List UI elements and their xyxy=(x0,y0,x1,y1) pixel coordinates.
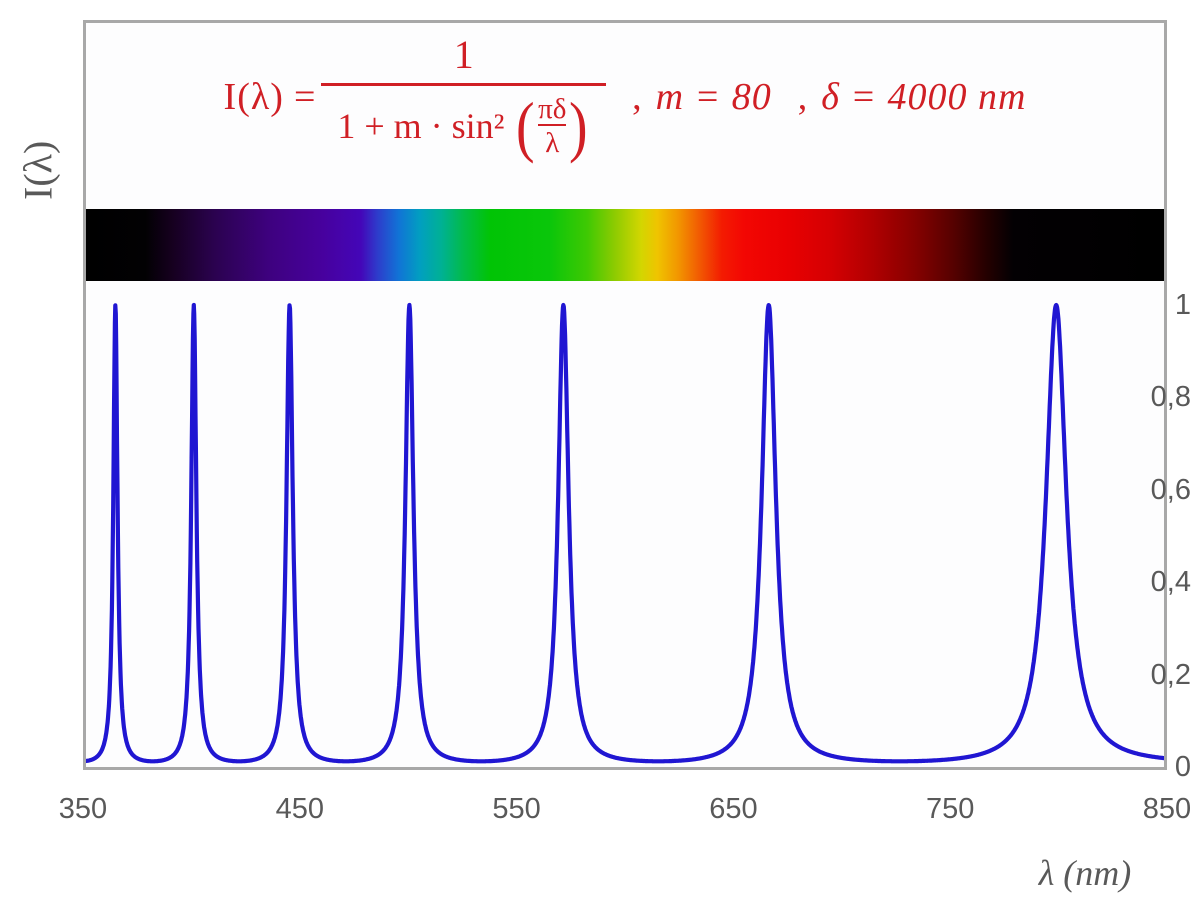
plot-area: I(λ) = 1 1 + m · sin² ( πδ λ ) , m = 80 … xyxy=(83,20,1167,770)
formula-inner-group: ( πδ λ ) xyxy=(514,87,590,164)
formula-param-m: m = 80 xyxy=(655,75,772,118)
y-tick-label: 0,4 xyxy=(1150,566,1191,599)
formula-fraction: 1 1 + m · sin² ( πδ λ ) xyxy=(321,32,607,164)
intensity-curve-svg xyxy=(86,302,1164,764)
y-tick-label: 0,6 xyxy=(1150,473,1191,506)
formula-equals: = xyxy=(293,75,316,118)
x-tick-label: 850 xyxy=(1142,793,1192,825)
formula-comma-1: , xyxy=(632,75,642,118)
formula: I(λ) = 1 1 + m · sin² ( πδ λ ) , m = 80 … xyxy=(86,32,1164,164)
formula-close-paren: ) xyxy=(569,87,589,164)
formula-comma-2: , xyxy=(797,75,808,118)
formula-inner-numerator: πδ xyxy=(538,93,567,125)
formula-param-delta: δ = 4000 nm xyxy=(821,75,1027,118)
formula-inner-fraction: πδ λ xyxy=(538,93,567,159)
y-tick-label: 1 xyxy=(1174,289,1191,321)
formula-open-paren: ( xyxy=(516,87,536,164)
y-tick-label: 0 xyxy=(1174,751,1191,783)
x-tick-label: 550 xyxy=(492,793,541,825)
formula-denominator-prefix: 1 + m · sin² xyxy=(337,106,505,147)
x-tick-label: 350 xyxy=(58,793,108,825)
y-tick-label: 0,2 xyxy=(1150,658,1191,691)
formula-inner-denominator: λ xyxy=(538,124,567,159)
y-tick-label: 0,8 xyxy=(1150,381,1191,414)
formula-lhs: I(λ) xyxy=(223,75,284,118)
x-axis-title: λ (nm) xyxy=(1038,853,1132,893)
x-tick-label: 650 xyxy=(709,793,758,825)
x-tick-label: 750 xyxy=(925,793,975,825)
formula-denominator: 1 + m · sin² ( πδ λ ) xyxy=(321,83,607,164)
x-tick-label: 450 xyxy=(275,793,324,825)
spectrum-bar xyxy=(86,209,1164,281)
formula-numerator: 1 xyxy=(453,32,474,77)
intensity-curve xyxy=(86,302,1164,764)
